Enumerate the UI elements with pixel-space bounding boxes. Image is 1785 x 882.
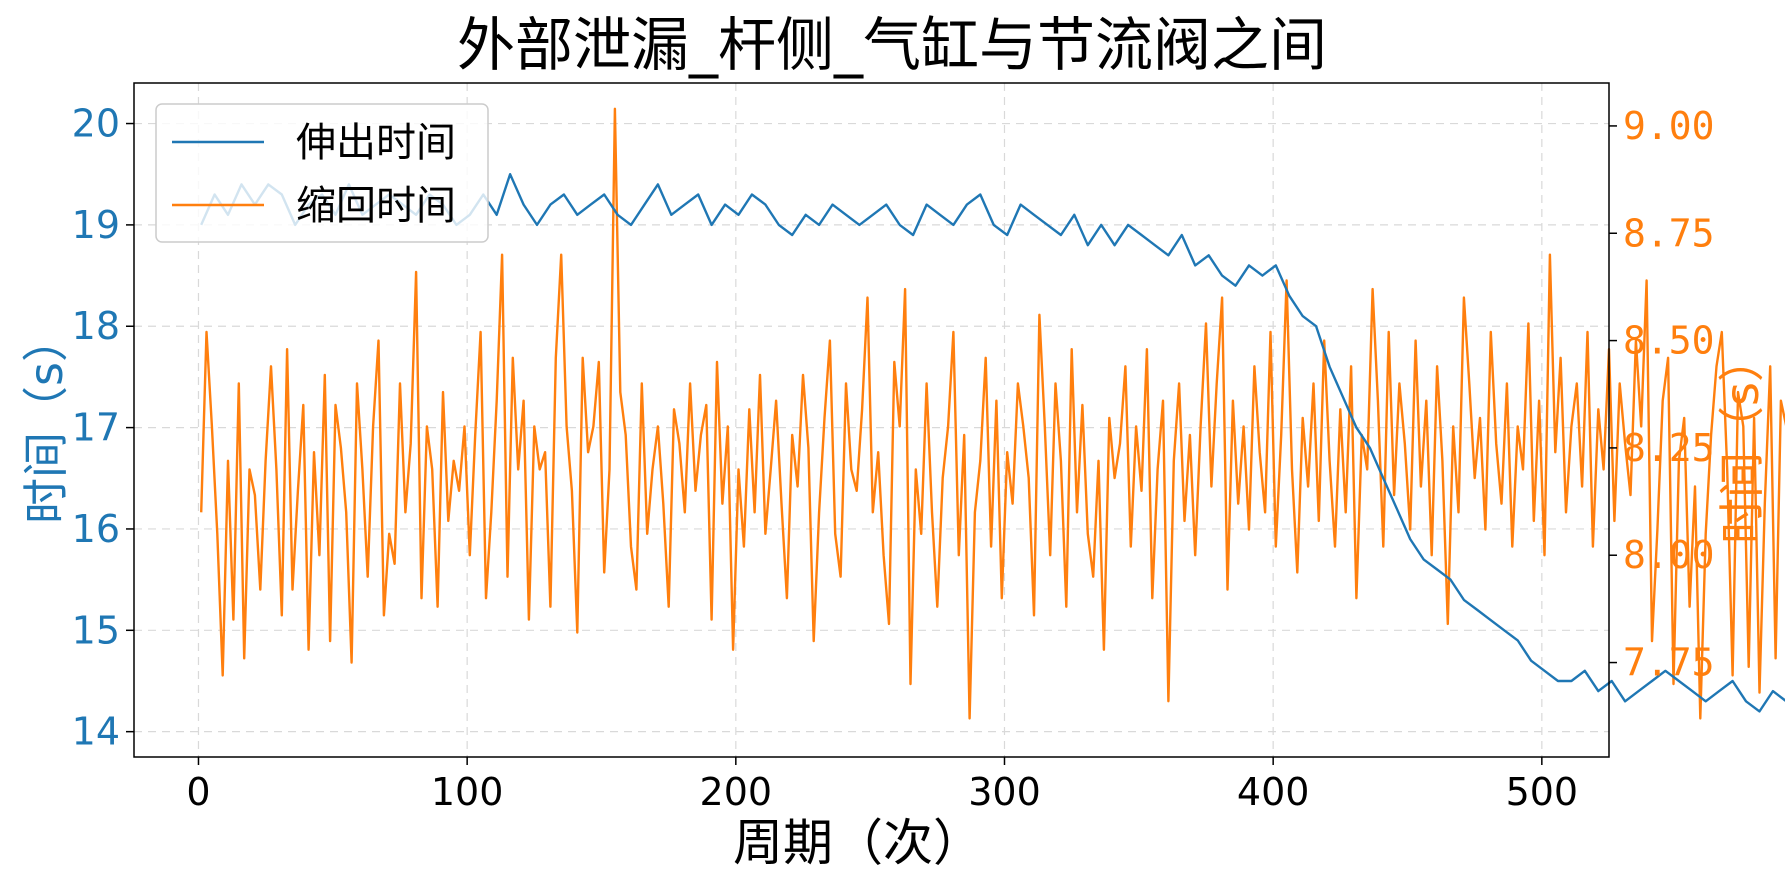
x-tick-label: 0 <box>186 770 210 814</box>
y-left-tick-label: 14 <box>72 710 120 754</box>
x-tick-label: 500 <box>1506 770 1579 814</box>
y-left-tick-label: 20 <box>72 102 120 146</box>
y-right-tick-label: 8.75 <box>1623 211 1715 255</box>
x-tick-label: 100 <box>431 770 504 814</box>
x-tick-label: 300 <box>968 770 1041 814</box>
legend-label-retract: 缩回时间 <box>296 183 456 229</box>
x-axis-label: 周期（次） <box>733 814 983 872</box>
y-right-tick-label: 8.50 <box>1623 319 1715 363</box>
y-axis-right-ticks: 7.75 8.00 8.25 8.50 8.75 9.00 <box>1609 104 1715 685</box>
series-line-retract-time <box>200 107 1785 720</box>
y-axis-left-ticks: 14 15 16 17 18 19 20 <box>72 102 134 754</box>
plot-frame <box>133 82 1610 758</box>
x-tick-label: 200 <box>700 770 773 814</box>
chart-title: 外部泄漏_杆侧_气缸与节流阀之间 <box>457 11 1327 79</box>
y-right-tick-label: 7.75 <box>1623 641 1715 685</box>
legend-label-extend: 伸出时间 <box>296 120 456 166</box>
y-right-tick-label: 8.00 <box>1623 533 1715 577</box>
y-left-tick-label: 16 <box>72 507 120 551</box>
y-axis-right-label: 时间（s） <box>1715 336 1769 544</box>
y-left-tick-label: 17 <box>72 406 120 450</box>
series-line-extend-time <box>200 173 1785 713</box>
y-left-tick-label: 18 <box>72 304 120 348</box>
legend: 伸出时间 缩回时间 <box>155 103 489 243</box>
y-right-tick-label: 8.25 <box>1623 426 1715 470</box>
x-tick-label: 400 <box>1237 770 1310 814</box>
y-right-tick-label: 9.00 <box>1623 104 1715 148</box>
y-axis-left-label: 时间（s） <box>19 316 73 524</box>
series-lines <box>200 107 1785 720</box>
x-axis-ticks: 0 100 200 300 400 500 <box>186 757 1578 814</box>
y-left-tick-label: 19 <box>72 203 120 247</box>
legend-box <box>155 103 489 243</box>
y-left-tick-label: 15 <box>72 608 120 652</box>
